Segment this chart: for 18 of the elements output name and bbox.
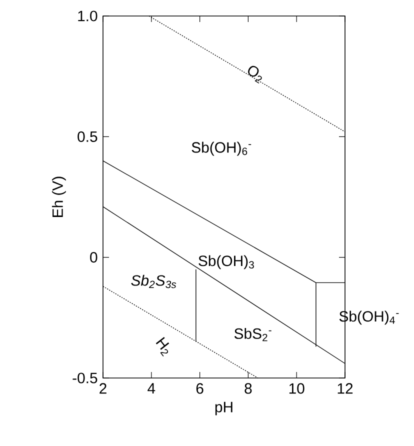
y-tick-label: 1.0: [78, 10, 98, 22]
x-tick-label: 2: [100, 383, 106, 394]
x-tick-label: 8: [244, 383, 252, 394]
x-axis-title: pH: [215, 402, 232, 416]
y-tick-label: 0.5: [78, 131, 98, 142]
y-axis-title: Eh (V): [52, 176, 66, 217]
x-tick-label: 10: [289, 383, 304, 394]
annotation: SbS$_{2}$-: [234, 328, 272, 342]
x-tick-label: 12: [338, 383, 353, 394]
x-tick-label: 4: [148, 383, 156, 394]
annotation: Sb(OH)$_{6}$-: [192, 142, 252, 156]
annotation: Sb$_{2}$S$_{3s}$: [131, 274, 176, 288]
y-tick-label: -0.5: [72, 372, 98, 384]
annotation: H$_{2}$: [156, 336, 170, 356]
annotation: O$_{2}$: [248, 66, 262, 84]
annotation: Sb(OH)$_{3}$: [198, 255, 254, 270]
y-tick-label: 0: [90, 252, 98, 263]
x-tick-label: 6: [196, 383, 204, 394]
